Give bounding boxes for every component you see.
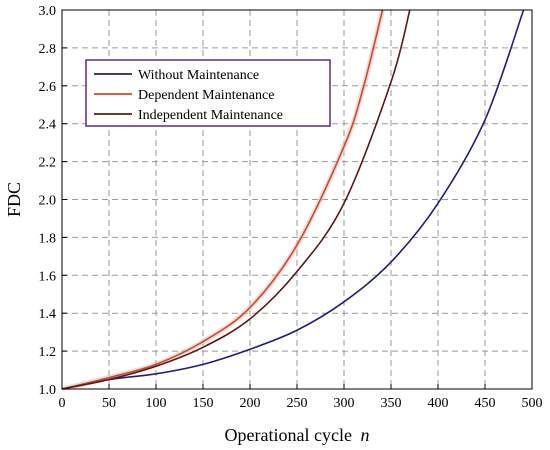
x-tick-label: 50 — [102, 396, 116, 411]
x-tick-label: 200 — [240, 396, 261, 411]
legend-label: Without Maintenance — [138, 68, 259, 83]
series-line-3 — [61, 9, 411, 390]
legend: Without Maintenance Dependent Maintenance… — [85, 59, 331, 127]
y-tick-label: 1.2 — [39, 345, 57, 360]
y-tick-label: 1.6 — [39, 269, 57, 284]
x-tick-label: 400 — [428, 396, 449, 411]
y-tick-label: 2.8 — [39, 42, 57, 57]
y-tick-label: 1.8 — [39, 231, 57, 246]
x-tick-label: 350 — [381, 396, 402, 411]
y-tick-label: 1.0 — [39, 383, 57, 398]
series-lines — [61, 9, 525, 392]
x-axis-title: Operational cycle n — [225, 425, 370, 445]
x-tick-labels: 0 50 100 150 200 250 300 350 400 450 500 — [59, 396, 543, 411]
x-axis-title-text: Operational cycle — [225, 425, 352, 445]
x-tick-label: 250 — [287, 396, 308, 411]
legend-label: Independent Maintenance — [138, 108, 283, 123]
y-tick-label: 3.0 — [39, 4, 57, 19]
y-tick-label: 2.0 — [39, 194, 57, 209]
x-tick-label: 450 — [475, 396, 496, 411]
series-line-2 — [61, 9, 384, 390]
x-tick-label: 100 — [146, 396, 167, 411]
legend-box — [85, 59, 331, 127]
x-tick-label: 0 — [59, 396, 66, 411]
x-tick-label: 500 — [522, 396, 543, 411]
y-axis-title: FDC — [4, 182, 24, 217]
y-tick-label: 2.6 — [39, 80, 57, 95]
y-tick-label: 1.4 — [39, 307, 57, 322]
series-line-1 — [61, 9, 525, 390]
x-axis-title-variable: n — [360, 425, 369, 445]
x-tick-label: 150 — [193, 396, 214, 411]
y-tick-label: 2.4 — [39, 118, 57, 133]
x-tick-label: 300 — [334, 396, 355, 411]
y-tick-labels: 1.0 1.2 1.4 1.6 1.8 2.0 2.2 2.4 2.6 2.8 3.0 — [39, 4, 57, 398]
y-tick-label: 2.2 — [39, 156, 57, 171]
legend-label: Dependent Maintenance — [138, 88, 274, 103]
axis-ticks — [61, 9, 533, 390]
